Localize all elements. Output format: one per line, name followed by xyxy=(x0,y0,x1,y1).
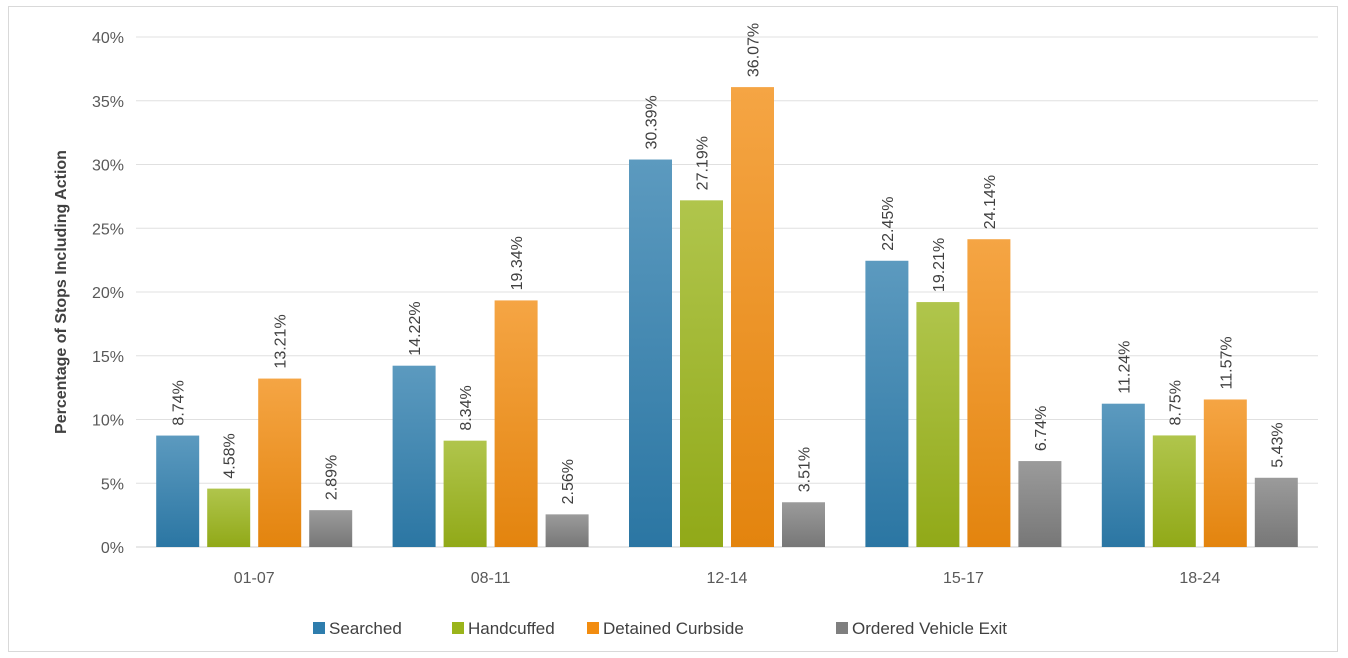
data-label: 36.07% xyxy=(746,23,763,77)
x-tick-label: 12-14 xyxy=(707,570,748,587)
y-axis-ticks: 0% 5% 10% 15% 20% 25% 30% 35% 40% xyxy=(92,30,124,557)
bar xyxy=(1254,477,1298,547)
bar xyxy=(156,435,200,547)
legend-label: Detained Curbside xyxy=(603,619,744,638)
bars xyxy=(156,87,1298,548)
legend-swatch xyxy=(452,622,464,634)
data-label: 8.74% xyxy=(171,380,188,425)
x-tick-label: 08-11 xyxy=(471,570,511,587)
legend: Searched Handcuffed Detained Curbside Order… xyxy=(313,619,1007,638)
data-label: 30.39% xyxy=(644,95,661,149)
data-label: 19.21% xyxy=(931,238,948,292)
y-tick-label: 5% xyxy=(101,476,124,493)
y-tick-label: 30% xyxy=(92,158,124,175)
bar xyxy=(392,365,436,547)
bar xyxy=(309,510,353,547)
y-tick-label: 15% xyxy=(92,349,124,366)
x-tick-label: 01-07 xyxy=(234,570,275,587)
data-label: 22.45% xyxy=(880,196,897,250)
data-label: 4.58% xyxy=(222,433,239,478)
legend-swatch xyxy=(587,622,599,634)
bar xyxy=(1203,399,1247,547)
data-label: 3.51% xyxy=(797,447,814,492)
data-label: 11.57% xyxy=(1218,336,1235,389)
data-label: 11.24% xyxy=(1116,341,1133,394)
data-label: 5.43% xyxy=(1269,422,1286,467)
data-label: 2.89% xyxy=(324,455,341,500)
y-tick-label: 25% xyxy=(92,221,124,238)
bar xyxy=(443,440,487,547)
bar xyxy=(494,300,538,547)
bar xyxy=(545,514,589,547)
y-tick-label: 20% xyxy=(92,285,124,302)
data-label: 2.56% xyxy=(560,459,577,504)
bar xyxy=(967,239,1011,547)
y-tick-label: 40% xyxy=(92,30,124,47)
bar xyxy=(731,87,774,548)
data-label: 27.19% xyxy=(695,136,712,190)
bar xyxy=(1152,435,1196,547)
legend-swatch xyxy=(836,622,848,634)
bar xyxy=(782,502,825,547)
data-label: 8.34% xyxy=(458,385,475,430)
x-axis-ticks: 01-07 08-11 12-14 15-17 18-24 xyxy=(234,570,1221,587)
bar xyxy=(1101,403,1145,547)
bar xyxy=(1018,461,1062,547)
x-tick-label: 18-24 xyxy=(1179,570,1220,587)
bar xyxy=(865,260,909,547)
data-labels: 8.74% 4.58% 13.21% 2.89% 14.22% 8.34% 19.34% 2.… xyxy=(171,23,1287,505)
legend-label: Handcuffed xyxy=(468,619,555,638)
data-label: 8.75% xyxy=(1167,380,1184,425)
data-label: 24.14% xyxy=(982,175,999,229)
legend-label: Searched xyxy=(329,619,402,638)
y-tick-label: 35% xyxy=(92,94,124,111)
bar xyxy=(916,302,960,547)
data-label: 14.22% xyxy=(407,301,424,355)
bar xyxy=(680,200,723,547)
y-tick-label: 10% xyxy=(92,413,124,430)
legend-swatch xyxy=(313,622,325,634)
bar xyxy=(258,378,302,547)
data-label: 6.74% xyxy=(1033,406,1050,451)
y-axis-title: Percentage of Stops Including Action xyxy=(53,150,70,434)
data-label: 13.21% xyxy=(273,314,290,368)
data-label: 19.34% xyxy=(509,236,526,290)
y-tick-label: 0% xyxy=(101,540,124,557)
bar xyxy=(629,159,672,547)
legend-label: Ordered Vehicle Exit xyxy=(852,619,1007,638)
x-tick-label: 15-17 xyxy=(943,570,984,587)
bar xyxy=(207,488,251,547)
